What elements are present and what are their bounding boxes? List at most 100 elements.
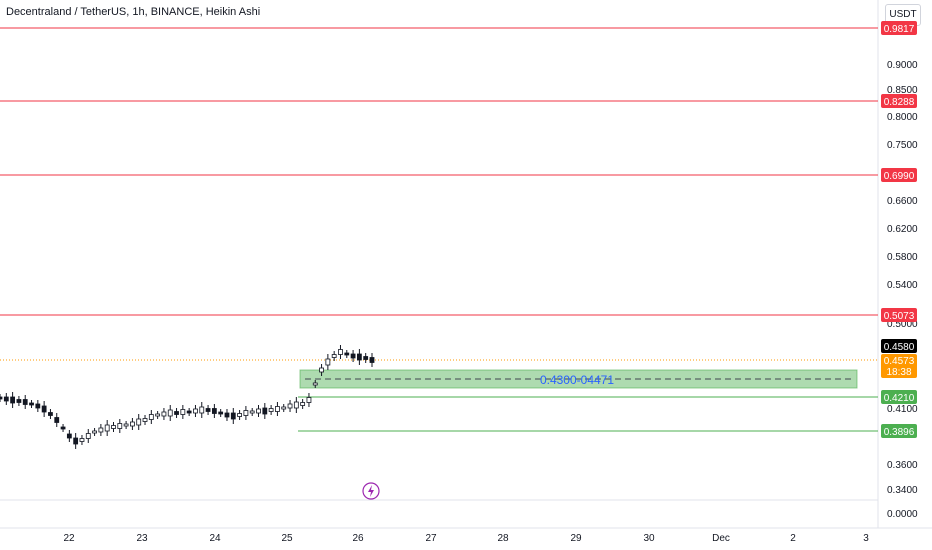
candle-body — [331, 354, 337, 358]
price-tick-label: 0.5000 — [887, 319, 918, 330]
candle-body — [205, 408, 211, 412]
candle-body — [73, 437, 79, 445]
time-tick-label: Dec — [712, 533, 730, 544]
support-badge — [881, 390, 917, 404]
candle-body — [338, 349, 343, 355]
candle-body — [54, 417, 60, 423]
candle-body — [79, 438, 85, 442]
candle-body — [369, 357, 375, 363]
candle-body — [35, 403, 41, 409]
candle-body — [262, 407, 268, 415]
candle-body — [186, 410, 192, 414]
candle-body — [344, 352, 350, 356]
candle-body — [275, 406, 280, 412]
support-label: 0.4210 — [884, 393, 915, 404]
price-tick-label: 0.8500 — [887, 85, 918, 96]
high-badge — [881, 339, 917, 353]
candle-body — [306, 397, 312, 403]
price-tick-label: 0.0000 — [887, 509, 918, 520]
candle-body — [98, 427, 104, 433]
candle-body — [230, 412, 236, 420]
time-tick-label: 24 — [209, 533, 221, 544]
candle-body — [167, 409, 173, 417]
candle-body — [319, 367, 324, 373]
resistance-label: 0.6990 — [884, 171, 915, 182]
time-tick-label: 30 — [643, 533, 655, 544]
candle-body — [350, 353, 356, 359]
candle-body — [48, 412, 53, 416]
price-tick-label: 0.3400 — [887, 485, 918, 496]
candle-body — [249, 410, 255, 414]
time-tick-label: 26 — [352, 533, 364, 544]
support-label: 0.3896 — [884, 427, 915, 438]
candle-body — [60, 426, 66, 430]
candle-body — [256, 408, 261, 414]
candle-body — [287, 403, 293, 409]
candle-body — [293, 401, 299, 409]
resistance-label: 0.8288 — [884, 97, 915, 108]
candle-body — [85, 433, 91, 439]
candle-body — [174, 411, 179, 415]
candle-body — [0, 396, 3, 400]
time-tick-label: 2 — [790, 533, 796, 544]
candle-body — [193, 408, 198, 414]
candle-body — [268, 408, 274, 412]
countdown-label: 18:38 — [886, 367, 911, 378]
time-tick-label: 28 — [497, 533, 509, 544]
resistance-badge — [881, 21, 917, 35]
candle-body — [136, 418, 142, 426]
price-tick-label: 0.3600 — [887, 460, 918, 471]
time-tick-label: 22 — [63, 533, 75, 544]
high-label: 0.4580 — [884, 342, 915, 353]
candle-body — [104, 424, 110, 432]
time-tick-label: 25 — [281, 533, 293, 544]
price-tick-label: 0.5400 — [887, 280, 918, 291]
price-tick-label: 0.8000 — [887, 112, 918, 123]
candle-body — [312, 382, 318, 386]
candle-body — [3, 396, 9, 402]
candle-body — [180, 409, 186, 415]
candle-body — [199, 406, 205, 414]
candle-body — [148, 414, 154, 420]
candle-body — [300, 402, 306, 406]
time-tick-label: 27 — [425, 533, 437, 544]
candle-body — [356, 353, 362, 361]
candle-body — [111, 425, 116, 429]
price-tick-label: 0.5800 — [887, 252, 918, 263]
resistance-badge — [881, 308, 917, 322]
candle-body — [224, 412, 230, 418]
candle-body — [92, 430, 97, 434]
candle-body — [237, 413, 242, 417]
candle-body — [123, 423, 129, 427]
candle-body — [155, 413, 161, 417]
price-tick-label: 0.6200 — [887, 224, 918, 235]
candle-body — [10, 396, 16, 404]
zone-label: 0.4300-04471 — [540, 373, 614, 387]
current-price-label: 0.4573 — [884, 356, 915, 367]
candle-body — [66, 433, 72, 439]
candle-body — [130, 421, 135, 427]
support-badge — [881, 424, 917, 438]
chart-title: Decentraland / TetherUS, 1h, BINANCE, He… — [6, 6, 261, 18]
candle-body — [29, 402, 34, 406]
candle-body — [243, 410, 249, 416]
time-tick-label: 23 — [136, 533, 148, 544]
price-tick-label: 0.9000 — [887, 60, 918, 71]
candle-body — [16, 399, 22, 403]
candle-body — [363, 356, 369, 360]
candle-body — [41, 405, 47, 413]
candle-body — [22, 399, 28, 405]
resistance-badge — [881, 94, 917, 108]
lightning-icon[interactable] — [362, 482, 380, 500]
time-tick-label: 29 — [570, 533, 582, 544]
current-price-badge — [881, 354, 917, 378]
candle-body — [218, 411, 224, 415]
resistance-label: 0.9817 — [884, 24, 915, 35]
price-tick-label: 0.7500 — [887, 140, 918, 151]
resistance-label: 0.5073 — [884, 311, 915, 322]
candle-body — [142, 418, 148, 422]
candle-body — [161, 411, 167, 417]
candle-body — [281, 406, 287, 410]
time-tick-label: 3 — [863, 533, 869, 544]
